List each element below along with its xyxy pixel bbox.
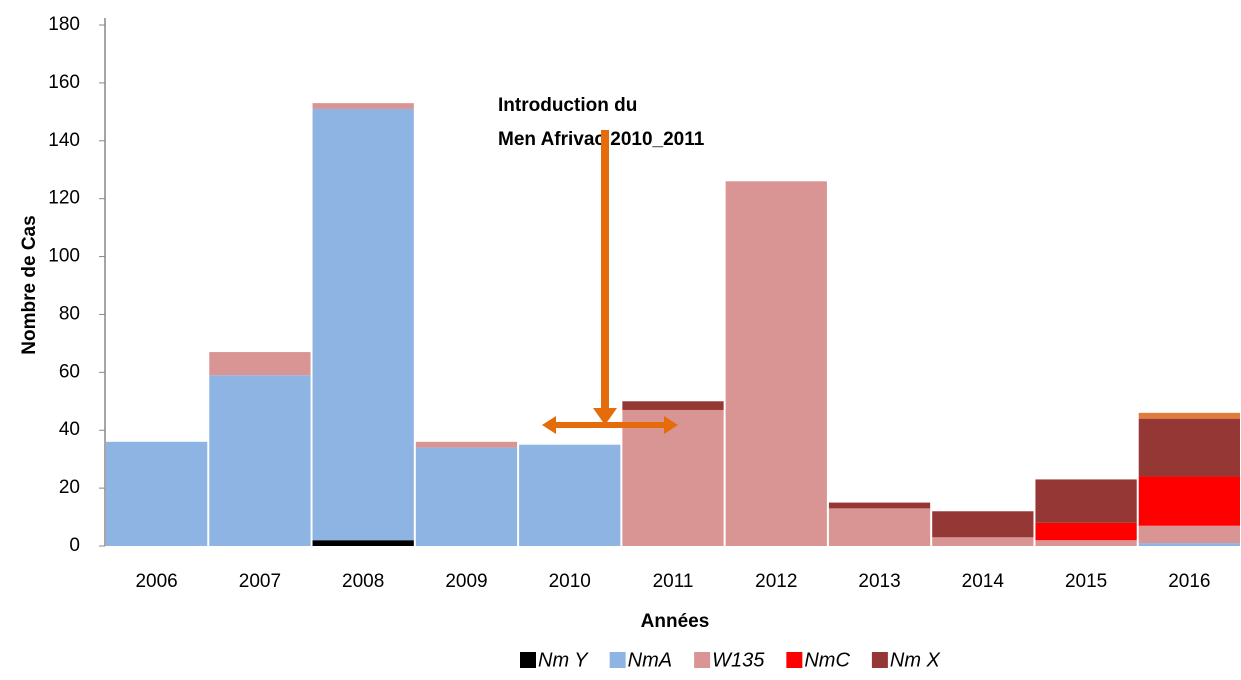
bar-segment xyxy=(622,401,724,410)
x-tick-label: 2007 xyxy=(239,571,281,592)
x-tick-label: 2013 xyxy=(858,571,900,592)
y-tick-label: 60 xyxy=(59,361,80,382)
x-tick-label: 2016 xyxy=(1168,571,1210,592)
bar-segment xyxy=(312,103,414,109)
y-tick-label: 180 xyxy=(48,14,80,35)
y-tick-label: 100 xyxy=(48,246,80,267)
x-tick-label: 2009 xyxy=(445,571,487,592)
bar-segment xyxy=(312,540,414,546)
bar-segment xyxy=(1138,412,1240,419)
legend-swatch xyxy=(871,652,888,668)
bar-segment xyxy=(209,375,311,546)
legend-label: W135 xyxy=(712,649,765,671)
bar-segment xyxy=(1138,476,1240,526)
x-tick-label: 2014 xyxy=(962,571,1005,592)
x-tick-label: 2012 xyxy=(755,571,797,592)
x-tick-label: 2008 xyxy=(342,571,384,592)
bar-segment xyxy=(932,537,1034,546)
y-tick-label: 20 xyxy=(59,477,80,498)
bar-segment xyxy=(415,441,518,448)
legend-label: NmC xyxy=(804,649,850,671)
legend-swatch xyxy=(786,652,803,668)
bar-segment xyxy=(1138,525,1240,544)
x-tick-label: 2010 xyxy=(549,571,591,592)
bar-segment xyxy=(209,352,311,376)
bar-segment xyxy=(1138,418,1240,477)
bar-segment xyxy=(725,181,827,547)
legend-label: Nm X xyxy=(890,649,941,671)
annotation-arrows xyxy=(542,130,678,434)
y-tick-label: 140 xyxy=(48,130,80,151)
bar-segment xyxy=(828,508,931,546)
bar-segment xyxy=(1035,540,1137,546)
annotation: Introduction du xyxy=(498,95,637,116)
legend-swatch xyxy=(694,652,711,668)
bar-segment xyxy=(312,108,414,541)
bar-segment xyxy=(1035,479,1137,523)
bar-segment xyxy=(828,502,931,509)
bar-segment xyxy=(932,511,1034,538)
bar-segment xyxy=(519,444,621,546)
x-axis-label: Années xyxy=(641,611,710,632)
y-tick-label: 120 xyxy=(48,188,80,209)
legend-swatch xyxy=(609,652,626,668)
bar-segment xyxy=(106,441,208,546)
legend-swatch xyxy=(520,652,536,668)
legend-label: Nm Y xyxy=(538,649,589,671)
legend-label: NmA xyxy=(628,649,672,671)
y-tick-label: 40 xyxy=(59,419,80,440)
bar-segment xyxy=(415,447,518,546)
bar-segment xyxy=(1138,543,1240,546)
y-tick-label: 0 xyxy=(69,535,80,556)
x-tick-label: 2006 xyxy=(135,571,177,592)
y-tick-label: 80 xyxy=(59,303,80,324)
x-tick-label: 2011 xyxy=(653,571,694,592)
bar-segment xyxy=(622,409,724,546)
y-axis-label: Nombre de Cas xyxy=(19,215,40,354)
y-tick-label: 160 xyxy=(48,72,80,93)
x-tick-label: 2015 xyxy=(1065,571,1107,592)
bar-segment xyxy=(1035,522,1137,541)
